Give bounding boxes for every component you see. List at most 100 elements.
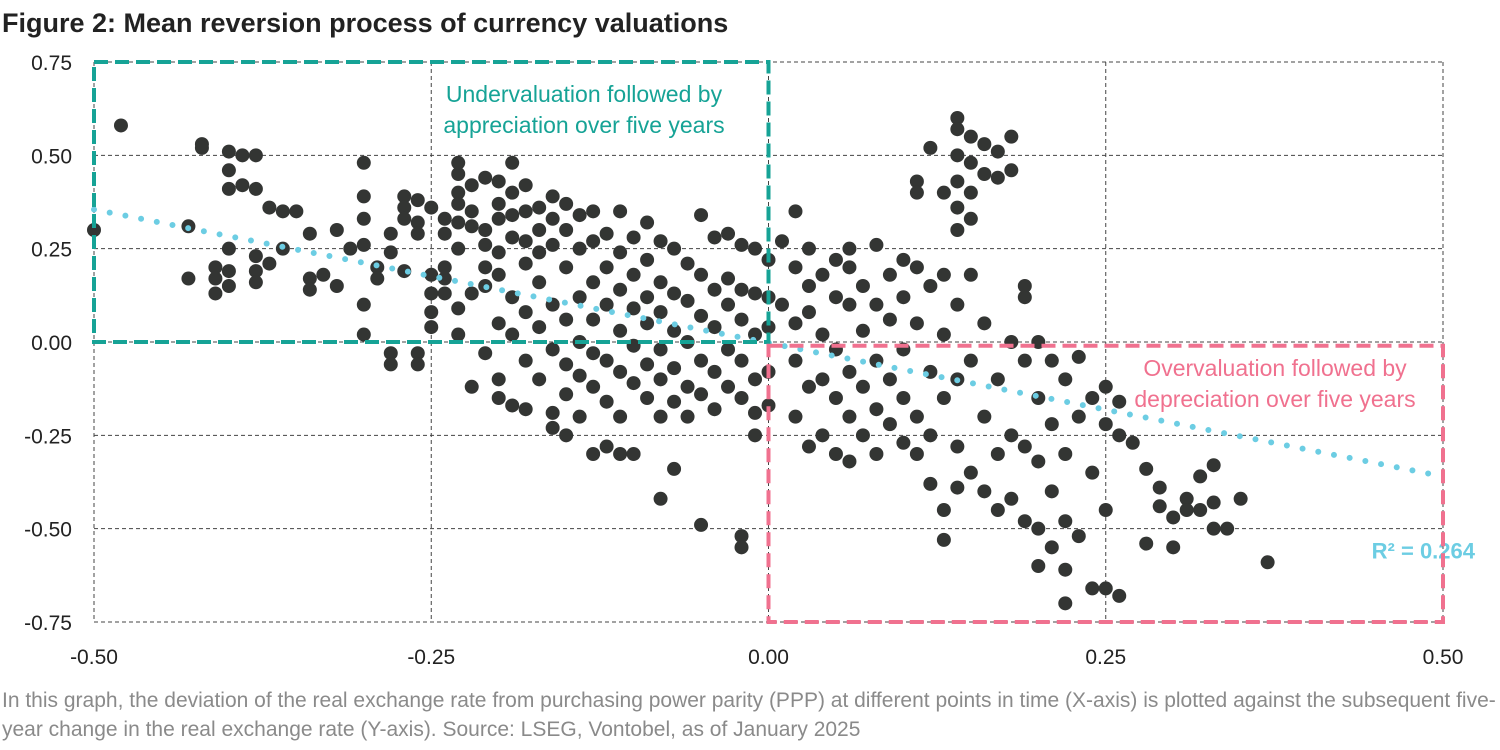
data-point xyxy=(613,245,628,260)
data-point xyxy=(586,379,601,394)
data-point xyxy=(882,417,897,432)
data-point xyxy=(1166,510,1181,525)
data-point xyxy=(572,409,587,424)
data-point xyxy=(963,353,978,368)
data-point xyxy=(1206,521,1221,536)
data-point xyxy=(896,391,911,405)
data-point xyxy=(1139,536,1154,551)
data-point xyxy=(329,279,344,293)
data-point xyxy=(586,312,601,327)
data-point xyxy=(343,241,358,256)
data-point xyxy=(235,178,250,193)
data-point xyxy=(451,155,466,170)
data-point xyxy=(518,305,533,320)
data-point xyxy=(923,279,938,293)
data-point xyxy=(882,372,897,387)
data-point xyxy=(302,282,317,297)
data-point xyxy=(667,286,682,301)
data-point xyxy=(869,297,884,312)
data-point xyxy=(640,215,655,230)
data-point xyxy=(518,402,533,417)
data-point xyxy=(1179,491,1194,506)
data-point xyxy=(963,465,978,480)
data-point xyxy=(586,234,601,249)
data-point xyxy=(451,215,466,230)
data-point xyxy=(923,140,938,155)
data-point xyxy=(855,279,870,293)
data-point xyxy=(694,517,709,532)
data-point xyxy=(532,275,547,290)
data-point xyxy=(586,346,601,361)
data-point xyxy=(788,353,803,368)
data-point xyxy=(653,305,668,320)
data-point xyxy=(909,447,924,461)
data-point xyxy=(950,122,965,137)
data-point xyxy=(599,439,614,454)
x-tick-label: -0.50 xyxy=(70,646,118,669)
data-point xyxy=(788,409,803,424)
data-point xyxy=(694,387,709,402)
data-point xyxy=(707,320,722,335)
data-point xyxy=(909,174,924,189)
data-point xyxy=(410,346,425,361)
data-point xyxy=(842,454,857,469)
data-point xyxy=(532,245,547,260)
data-point xyxy=(464,219,479,234)
data-point xyxy=(640,357,655,372)
data-point xyxy=(734,237,749,252)
data-point xyxy=(721,342,736,357)
data-point xyxy=(748,428,763,443)
data-point xyxy=(451,185,466,200)
data-point xyxy=(1031,521,1046,536)
data-point xyxy=(424,200,439,215)
data-point xyxy=(653,491,668,506)
data-point xyxy=(990,503,1005,517)
data-point xyxy=(626,267,641,282)
data-point xyxy=(491,196,506,211)
data-point xyxy=(505,185,520,200)
data-point xyxy=(410,193,425,208)
data-point xyxy=(761,320,776,335)
data-point xyxy=(1112,588,1127,603)
data-point xyxy=(424,305,439,320)
data-point xyxy=(1044,540,1059,555)
data-point xyxy=(505,208,520,223)
data-point xyxy=(478,223,493,237)
data-point xyxy=(936,503,951,517)
data-point xyxy=(828,252,843,267)
data-point xyxy=(586,204,601,219)
data-point xyxy=(855,428,870,443)
data-point xyxy=(748,405,763,420)
data-point xyxy=(721,226,736,241)
data-point xyxy=(748,286,763,301)
undervaluation-label: appreciation over five years xyxy=(443,112,724,138)
data-point xyxy=(248,249,263,264)
data-point xyxy=(559,387,574,402)
data-point xyxy=(788,316,803,331)
data-point xyxy=(680,256,695,271)
data-point xyxy=(761,398,776,413)
overvaluation-box xyxy=(766,343,1445,624)
data-point xyxy=(721,271,736,286)
data-point xyxy=(977,484,992,499)
data-point xyxy=(936,391,951,405)
data-point xyxy=(1233,491,1248,506)
chart-title: Figure 2: Mean reversion process of curr… xyxy=(2,8,729,38)
data-point xyxy=(424,286,439,301)
data-point xyxy=(545,189,560,204)
data-point xyxy=(1085,391,1100,405)
data-point xyxy=(734,312,749,327)
data-point xyxy=(248,264,263,279)
data-point xyxy=(1017,290,1032,305)
data-point xyxy=(667,361,682,376)
data-point xyxy=(599,353,614,368)
data-point xyxy=(936,327,951,342)
data-point xyxy=(1058,372,1073,387)
data-point xyxy=(356,155,371,170)
data-point xyxy=(1260,555,1275,570)
data-point xyxy=(640,252,655,267)
data-point xyxy=(667,461,682,476)
data-point xyxy=(1112,428,1127,443)
data-point xyxy=(748,372,763,387)
data-point xyxy=(950,111,965,125)
